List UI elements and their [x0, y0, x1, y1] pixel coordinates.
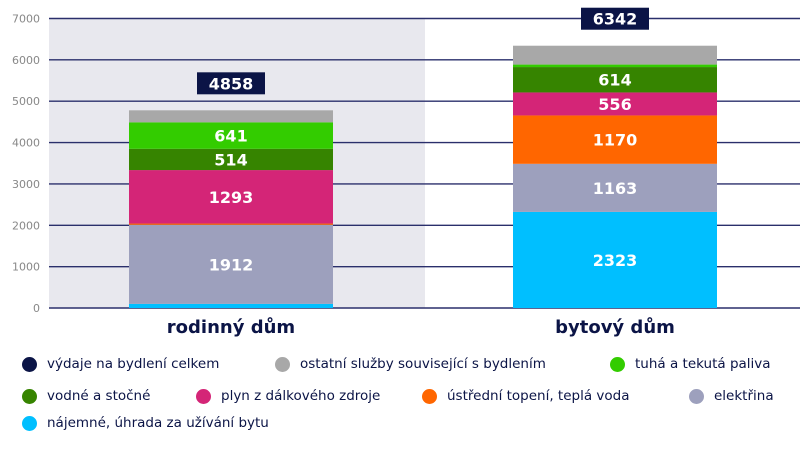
- y-tick-label: 5000: [12, 95, 40, 108]
- data-label: 1912: [209, 255, 254, 274]
- total-label: 4858: [209, 74, 254, 93]
- legend-swatch: [22, 415, 37, 431]
- bar-segment: [129, 148, 333, 171]
- data-label: 1293: [209, 188, 254, 207]
- y-tick-label: 0: [33, 302, 40, 315]
- legend-label: ostatní služby související s bydlením: [300, 356, 546, 372]
- data-label: 514: [214, 150, 247, 169]
- legend-swatch: [689, 388, 704, 404]
- total-label-box: [197, 72, 265, 95]
- y-tick-label: 2000: [12, 219, 40, 232]
- legend-swatch: [22, 356, 37, 372]
- legend-swatch: [422, 388, 437, 404]
- data-label: 1170: [593, 131, 638, 150]
- legend-item-ustredni: ústřední topení, teplá voda: [422, 388, 630, 404]
- data-label: 2323: [593, 251, 638, 270]
- x-category-label: rodinný dům: [167, 316, 295, 338]
- legend-item-vodne: vodné a stočné: [22, 388, 150, 404]
- legend-label: vodné a stočné: [47, 388, 151, 404]
- legend-item-tuha: tuhá a tekutá paliva: [610, 356, 771, 372]
- legend-item-najemne: nájemné, úhrada za užívání bytu: [22, 415, 269, 431]
- legend-label: výdaje na bydlení celkem: [47, 356, 220, 372]
- total-label-box: [581, 7, 649, 30]
- legend-item-ostatni: ostatní služby související s bydlením: [275, 356, 546, 372]
- legend-label: elektřina: [714, 388, 774, 404]
- bar-segment: [513, 64, 717, 68]
- bar-segment: [129, 223, 333, 225]
- x-category-label: bytový dům: [555, 316, 675, 338]
- legend-label: nájemné, úhrada za užívání bytu: [47, 415, 269, 431]
- bar-segment: [129, 122, 333, 149]
- bar-segment: [129, 170, 333, 224]
- legend-swatch: [610, 356, 625, 372]
- data-label: 1163: [593, 179, 638, 198]
- bar-segment: [513, 115, 717, 164]
- legend-item-total: výdaje na bydlení celkem: [22, 356, 219, 372]
- bar-segment: [513, 211, 717, 308]
- y-tick-label: 1000: [12, 261, 40, 274]
- bar-segment: [129, 303, 333, 308]
- bar-segment: [513, 67, 717, 93]
- y-tick-label: 7000: [12, 13, 40, 26]
- bar-segment: [129, 110, 333, 123]
- legend-label: plyn z dálkového zdroje: [221, 388, 381, 404]
- bar-segment: [129, 224, 333, 304]
- legend-swatch: [275, 356, 290, 372]
- legend-swatch: [196, 388, 211, 404]
- legend-item-elektrina: elektřina: [689, 388, 774, 404]
- y-tick-label: 6000: [12, 54, 40, 67]
- legend-label: ústřední topení, teplá voda: [447, 388, 630, 404]
- legend-item-plyn: plyn z dálkového zdroje: [196, 388, 380, 404]
- bar-segment: [513, 163, 717, 212]
- y-tick-label: 3000: [12, 178, 40, 191]
- legend-label: tuhá a tekutá paliva: [635, 356, 771, 372]
- legend-swatch: [22, 388, 37, 404]
- stacked-bar-chart: 0 1000 2000 3000 4000 5000 6000 7000 1912 1293 514…: [12, 7, 800, 338]
- data-label: 614: [598, 71, 631, 90]
- bar-segment: [513, 92, 717, 116]
- total-label: 6342: [593, 10, 638, 29]
- data-label: 641: [214, 127, 247, 146]
- data-label: 556: [598, 95, 631, 114]
- bar-segment: [513, 45, 717, 65]
- y-tick-label: 4000: [12, 137, 40, 150]
